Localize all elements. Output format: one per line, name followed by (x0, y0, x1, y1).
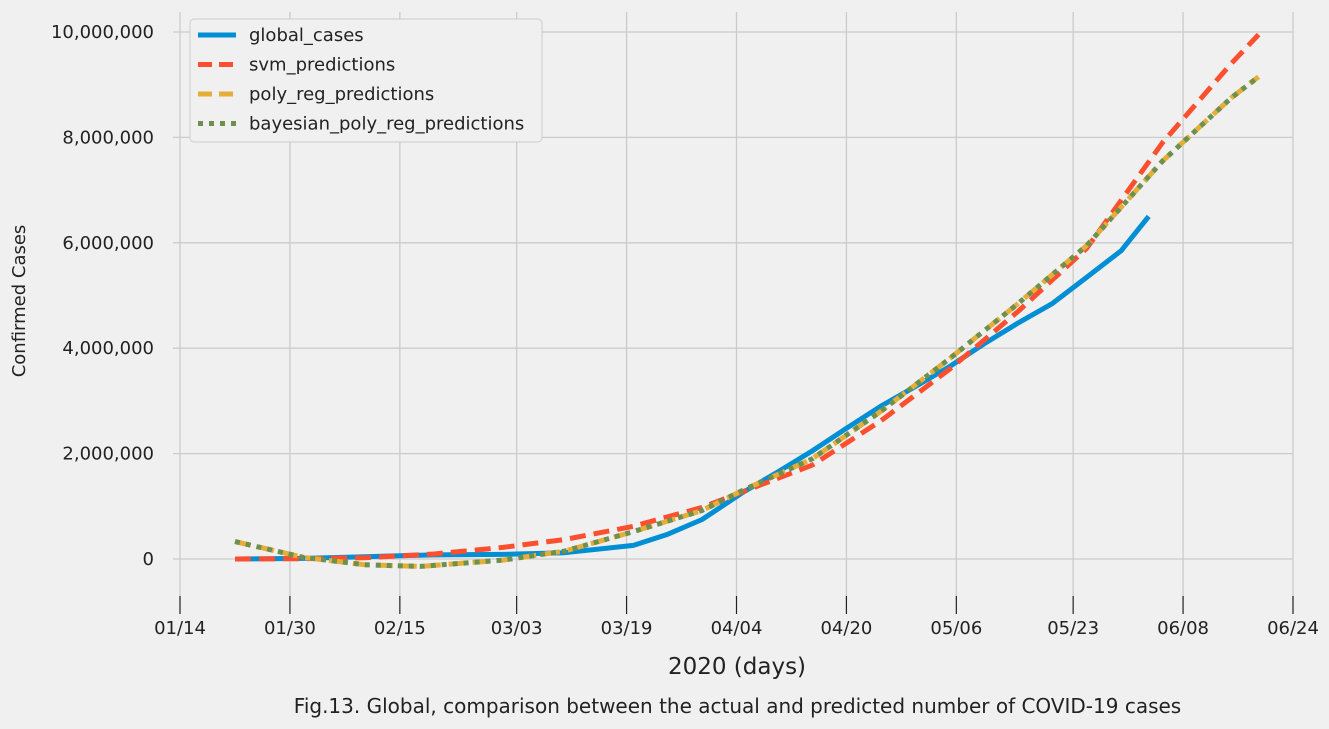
y-tick-label: 6,000,000 (62, 233, 154, 254)
x-tick-label: 03/19 (601, 618, 653, 639)
legend-label: poly_reg_predictions (249, 84, 434, 105)
series-line-global-cases (234, 214, 1151, 562)
legend-box (189, 18, 543, 143)
x-tick-label: 01/30 (264, 618, 316, 639)
x-tick-label: 01/14 (154, 618, 206, 639)
legend-label: global_cases (249, 25, 364, 46)
y-tick-label: 2,000,000 (62, 444, 154, 465)
x-tick-label: 05/23 (1047, 618, 1099, 639)
legend: global_cases svm_predictions poly_reg_pred… (189, 18, 543, 143)
x-tick-label: 06/08 (1157, 618, 1209, 639)
y-tick-label: 8,000,000 (62, 127, 154, 148)
legend-label: bayesian_poly_reg_predictions (249, 114, 524, 135)
y-tick-label: 10,000,000 (51, 22, 154, 43)
figure-caption: Fig.13. Global, comparison between the a… (293, 694, 1182, 718)
y-axis-label: Confirmed Cases (9, 225, 30, 378)
series-lines (234, 32, 1261, 569)
x-tick-label: 05/06 (930, 618, 982, 639)
x-tick-label: 04/04 (711, 618, 763, 639)
y-tick-label: 0 (143, 549, 154, 570)
x-axis-label: 2020 (days) (668, 654, 806, 680)
x-axis: 01/14 01/30 02/15 03/03 03/19 04/04 04/20 05/06… (154, 596, 1319, 639)
y-tick-label: 4,000,000 (62, 338, 154, 359)
legend-label: svm_predictions (249, 55, 395, 76)
y-axis: 0 2,000,000 4,000,000 6,000,000 8,000,000 10,… (51, 22, 180, 570)
series-line-bayesian-poly-reg-predictions (234, 74, 1261, 569)
x-tick-label: 02/15 (374, 618, 426, 639)
x-tick-label: 03/03 (491, 618, 543, 639)
x-tick-label: 06/24 (1267, 618, 1319, 639)
x-tick-label: 04/20 (820, 618, 872, 639)
